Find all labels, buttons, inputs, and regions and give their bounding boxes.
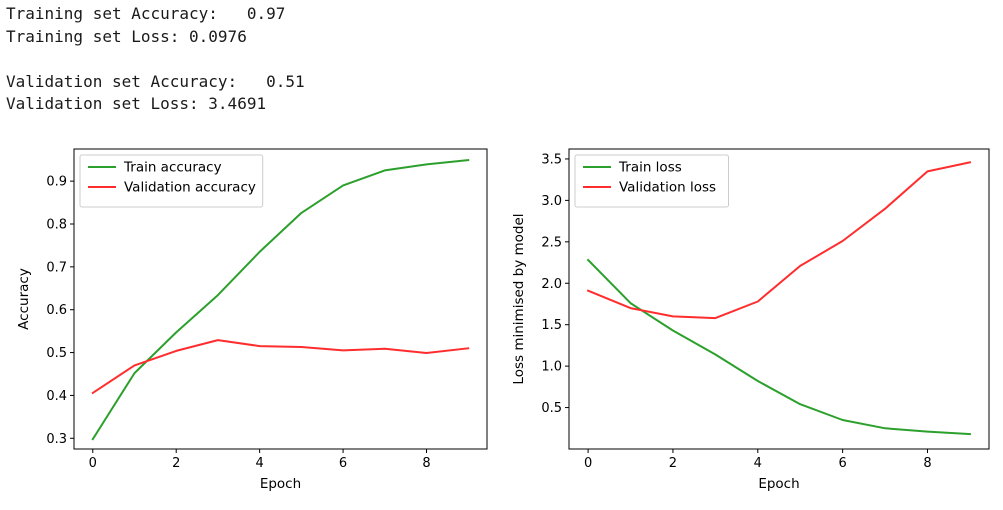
accuracy-x-axis-label: Epoch xyxy=(260,476,301,492)
loss-x-axis-label: Epoch xyxy=(758,476,799,492)
accuracy-x-tick-label: 8 xyxy=(422,456,430,471)
console-output: Training set Accuracy: 0.97 Training set … xyxy=(6,3,305,116)
accuracy-x-tick-label: 2 xyxy=(172,456,180,471)
loss-y-tick-label: 2.0 xyxy=(541,277,562,292)
loss-legend-label: Validation loss xyxy=(619,180,716,196)
loss-y-tick-label: 3.5 xyxy=(541,152,562,167)
accuracy-y-axis-label: Accuracy xyxy=(16,268,32,330)
accuracy-y-tick-label: 0.5 xyxy=(46,346,67,361)
accuracy-y-tick-label: 0.8 xyxy=(46,218,67,233)
accuracy-y-tick-label: 0.4 xyxy=(46,389,67,404)
loss-axes-frame xyxy=(568,148,990,450)
loss-x-tick-label: 4 xyxy=(754,456,762,471)
loss-series-line-0 xyxy=(586,258,971,436)
loss-chart: 0 2 4 6 8 0.5 1.0 1.5 2.0 2.5 3.0 3.5 Epoch Loss mini… xyxy=(511,148,990,492)
loss-legend-label: Train loss xyxy=(618,160,682,176)
console-line-validation-accuracy: Validation set Accuracy: 0.51 xyxy=(6,71,305,91)
accuracy-axes-frame xyxy=(73,148,488,450)
loss-y-tick-label: 2.5 xyxy=(541,235,562,250)
console-line-train-loss: Training set Loss: 0.0976 xyxy=(6,26,247,46)
loss-legend: Train loss Validation loss xyxy=(574,154,729,208)
accuracy-legend: Train accuracy Validation accuracy xyxy=(79,154,264,208)
loss-y-tick-label: 1.5 xyxy=(541,318,562,333)
loss-y-axis-label: Loss minimised by model xyxy=(511,213,527,384)
accuracy-series-line-0 xyxy=(91,159,470,441)
accuracy-y-tick-label: 0.6 xyxy=(46,303,67,318)
loss-y-tick-label: 1.0 xyxy=(541,360,562,375)
accuracy-series-line-1 xyxy=(91,339,470,395)
loss-x-tick-label: 2 xyxy=(669,456,677,471)
accuracy-legend-label: Train accuracy xyxy=(123,160,222,176)
loss-series-line-1 xyxy=(586,161,972,320)
accuracy-legend-box xyxy=(79,154,264,208)
console-line-train-accuracy: Training set Accuracy: 0.97 xyxy=(6,4,286,23)
accuracy-y-tick-label: 0.9 xyxy=(46,175,67,190)
accuracy-x-tick-label: 4 xyxy=(256,456,264,471)
accuracy-x-tick-label: 0 xyxy=(89,456,97,471)
loss-x-tick-label: 8 xyxy=(923,456,931,471)
console-line-validation-loss: Validation set Loss: 3.4691 xyxy=(6,94,267,113)
loss-x-tick-label: 6 xyxy=(838,456,846,471)
loss-y-tick-label: 3.0 xyxy=(541,194,562,209)
loss-legend-box xyxy=(574,154,729,208)
accuracy-legend-label: Validation accuracy xyxy=(124,180,256,196)
accuracy-chart: 0 2 4 6 8 0.3 0.4 0.5 0.6 0.7 0.8 0.9 Epoch Accuracy T… xyxy=(16,148,488,492)
loss-x-tick-label: 0 xyxy=(584,456,592,471)
accuracy-y-tick-label: 0.7 xyxy=(46,260,67,275)
loss-y-tick-label: 0.5 xyxy=(541,401,562,416)
accuracy-y-tick-label: 0.3 xyxy=(46,432,67,447)
accuracy-x-tick-label: 6 xyxy=(339,456,347,471)
